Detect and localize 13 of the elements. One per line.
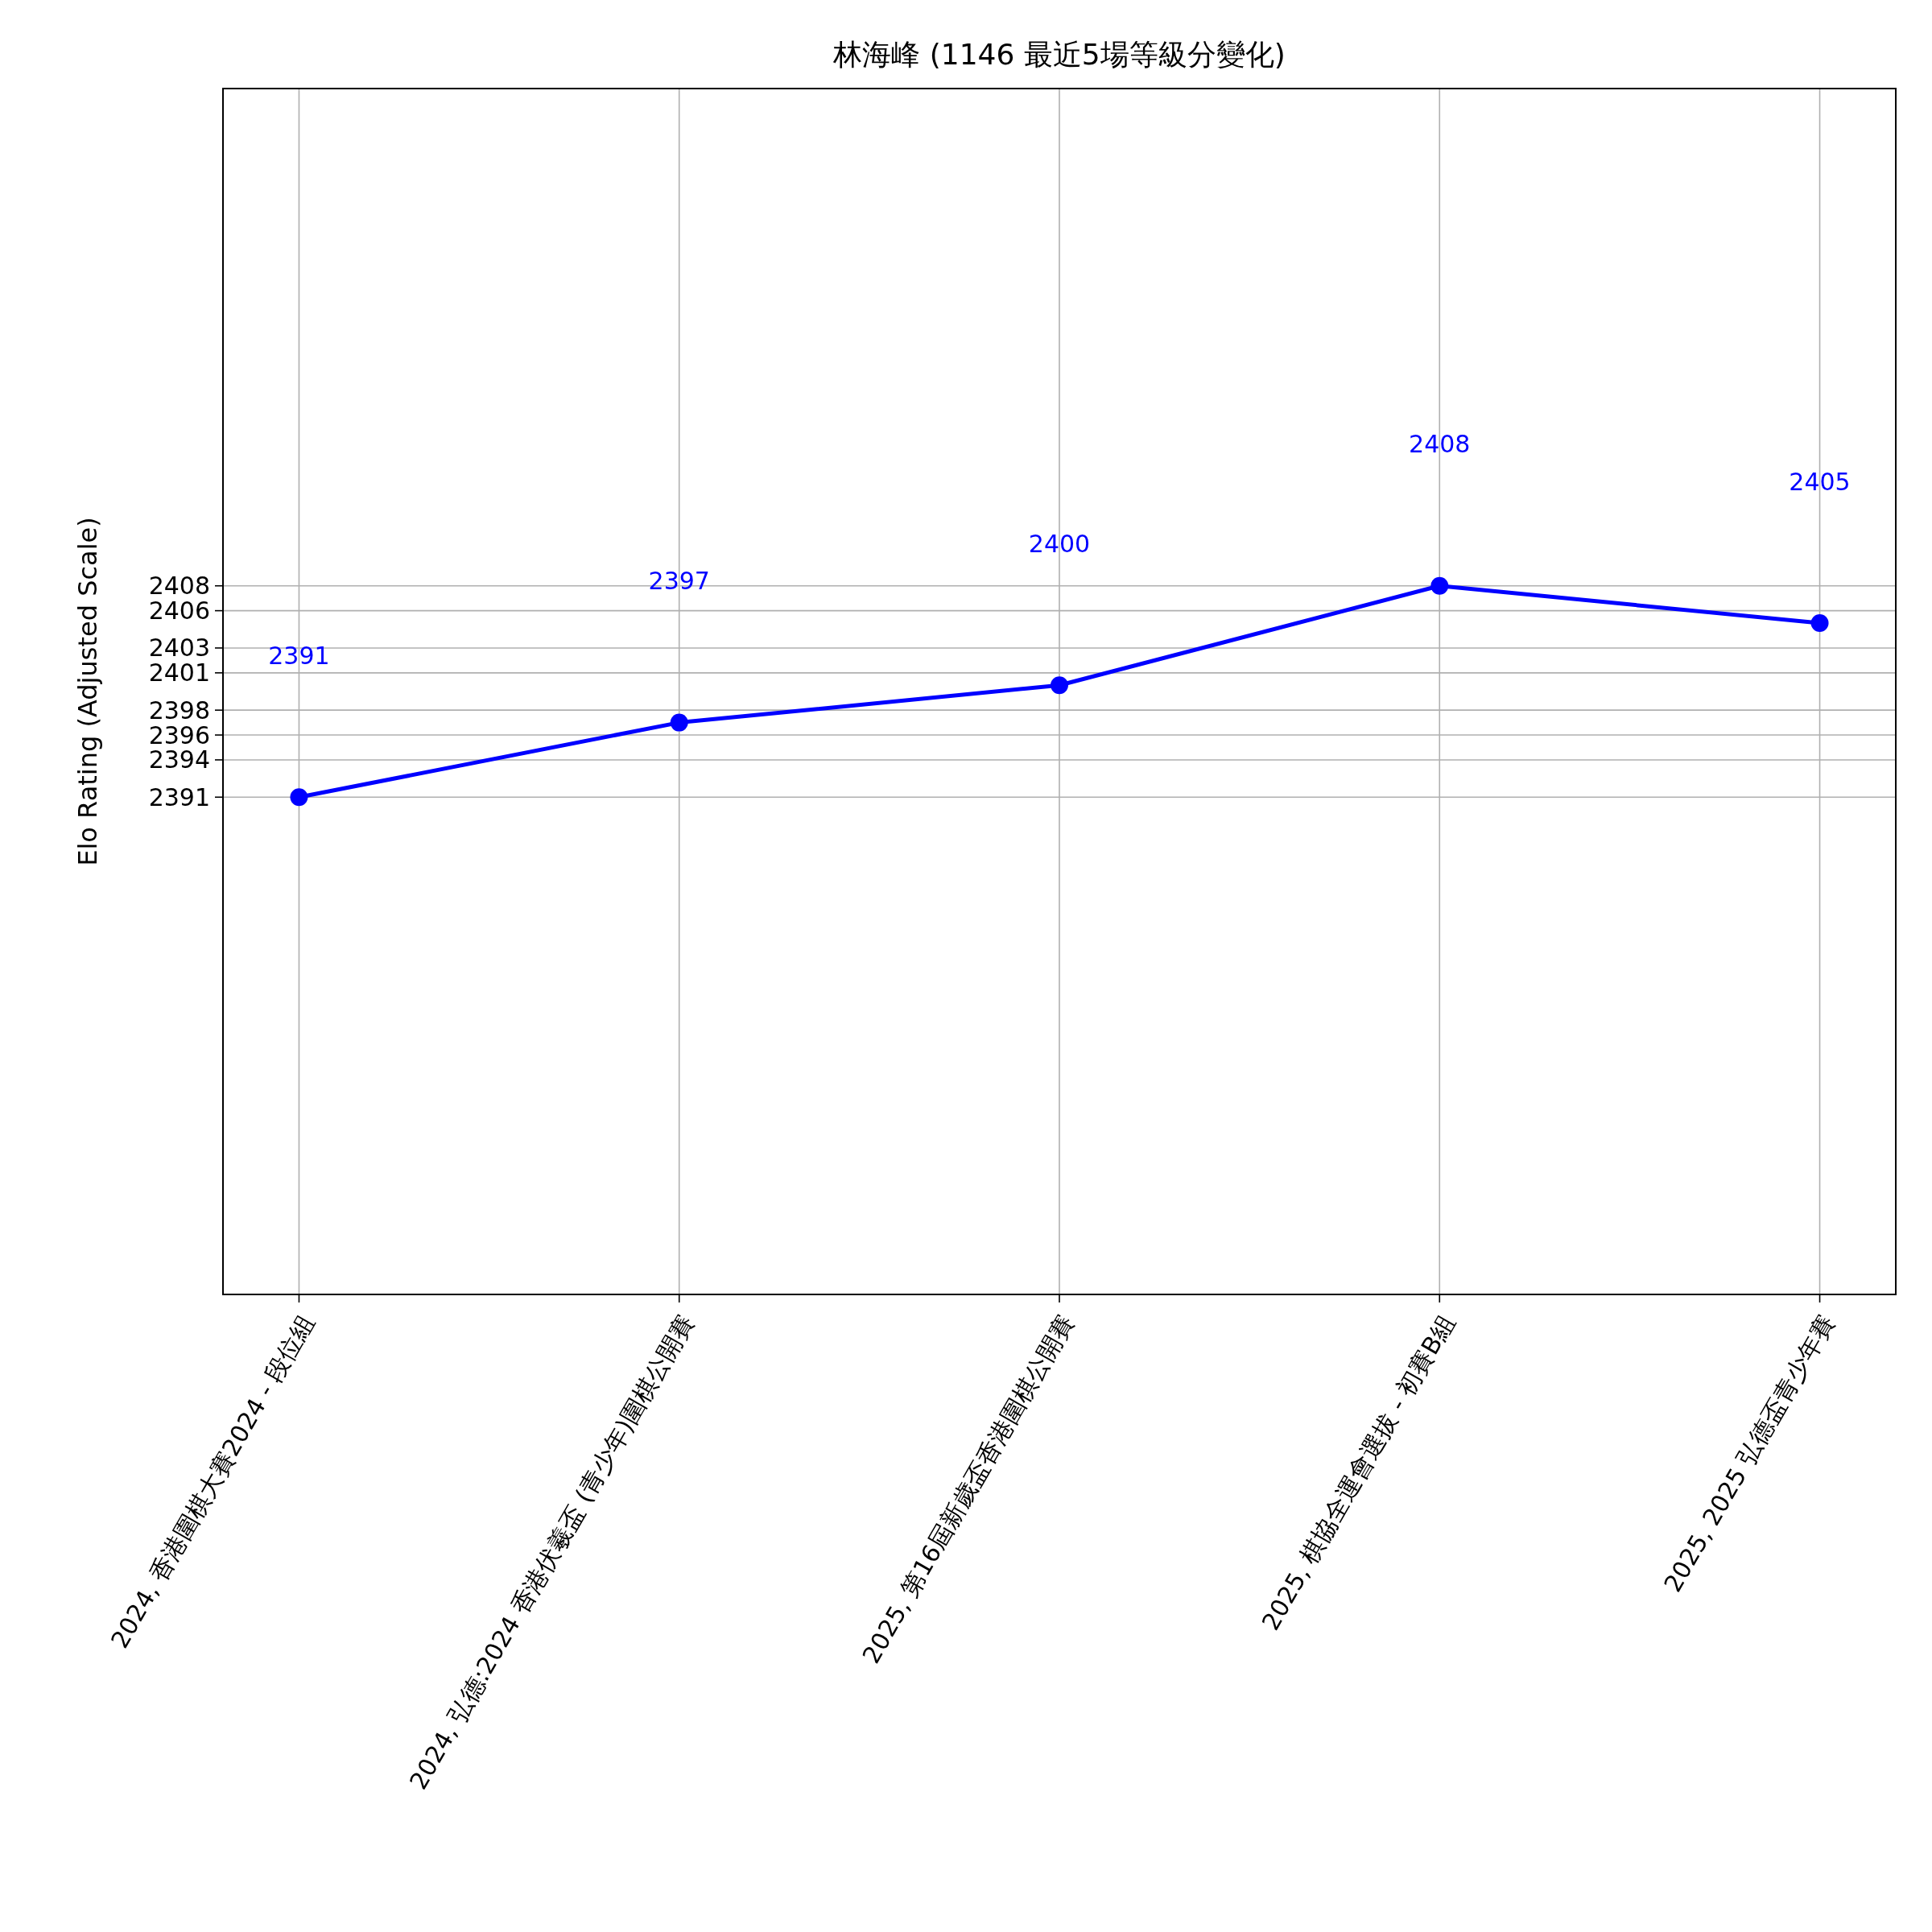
point (1810, 614, 1829, 633)
annotation: 2391 (268, 641, 330, 670)
point (1430, 576, 1449, 595)
y-axis-title: Elo Rating (Adjusted Scale) (72, 517, 103, 866)
annotation: 2408 (1409, 430, 1471, 459)
point (290, 788, 308, 807)
chart-title: 林海峰 (1146 最近5場等級分變化) (832, 38, 1286, 71)
annotation: 2400 (1028, 529, 1091, 558)
annotation: 2405 (1789, 467, 1851, 496)
point (1051, 676, 1068, 695)
annotation: 2397 (648, 567, 710, 596)
point (670, 713, 688, 732)
y-tick-label: 2391 (148, 782, 210, 811)
